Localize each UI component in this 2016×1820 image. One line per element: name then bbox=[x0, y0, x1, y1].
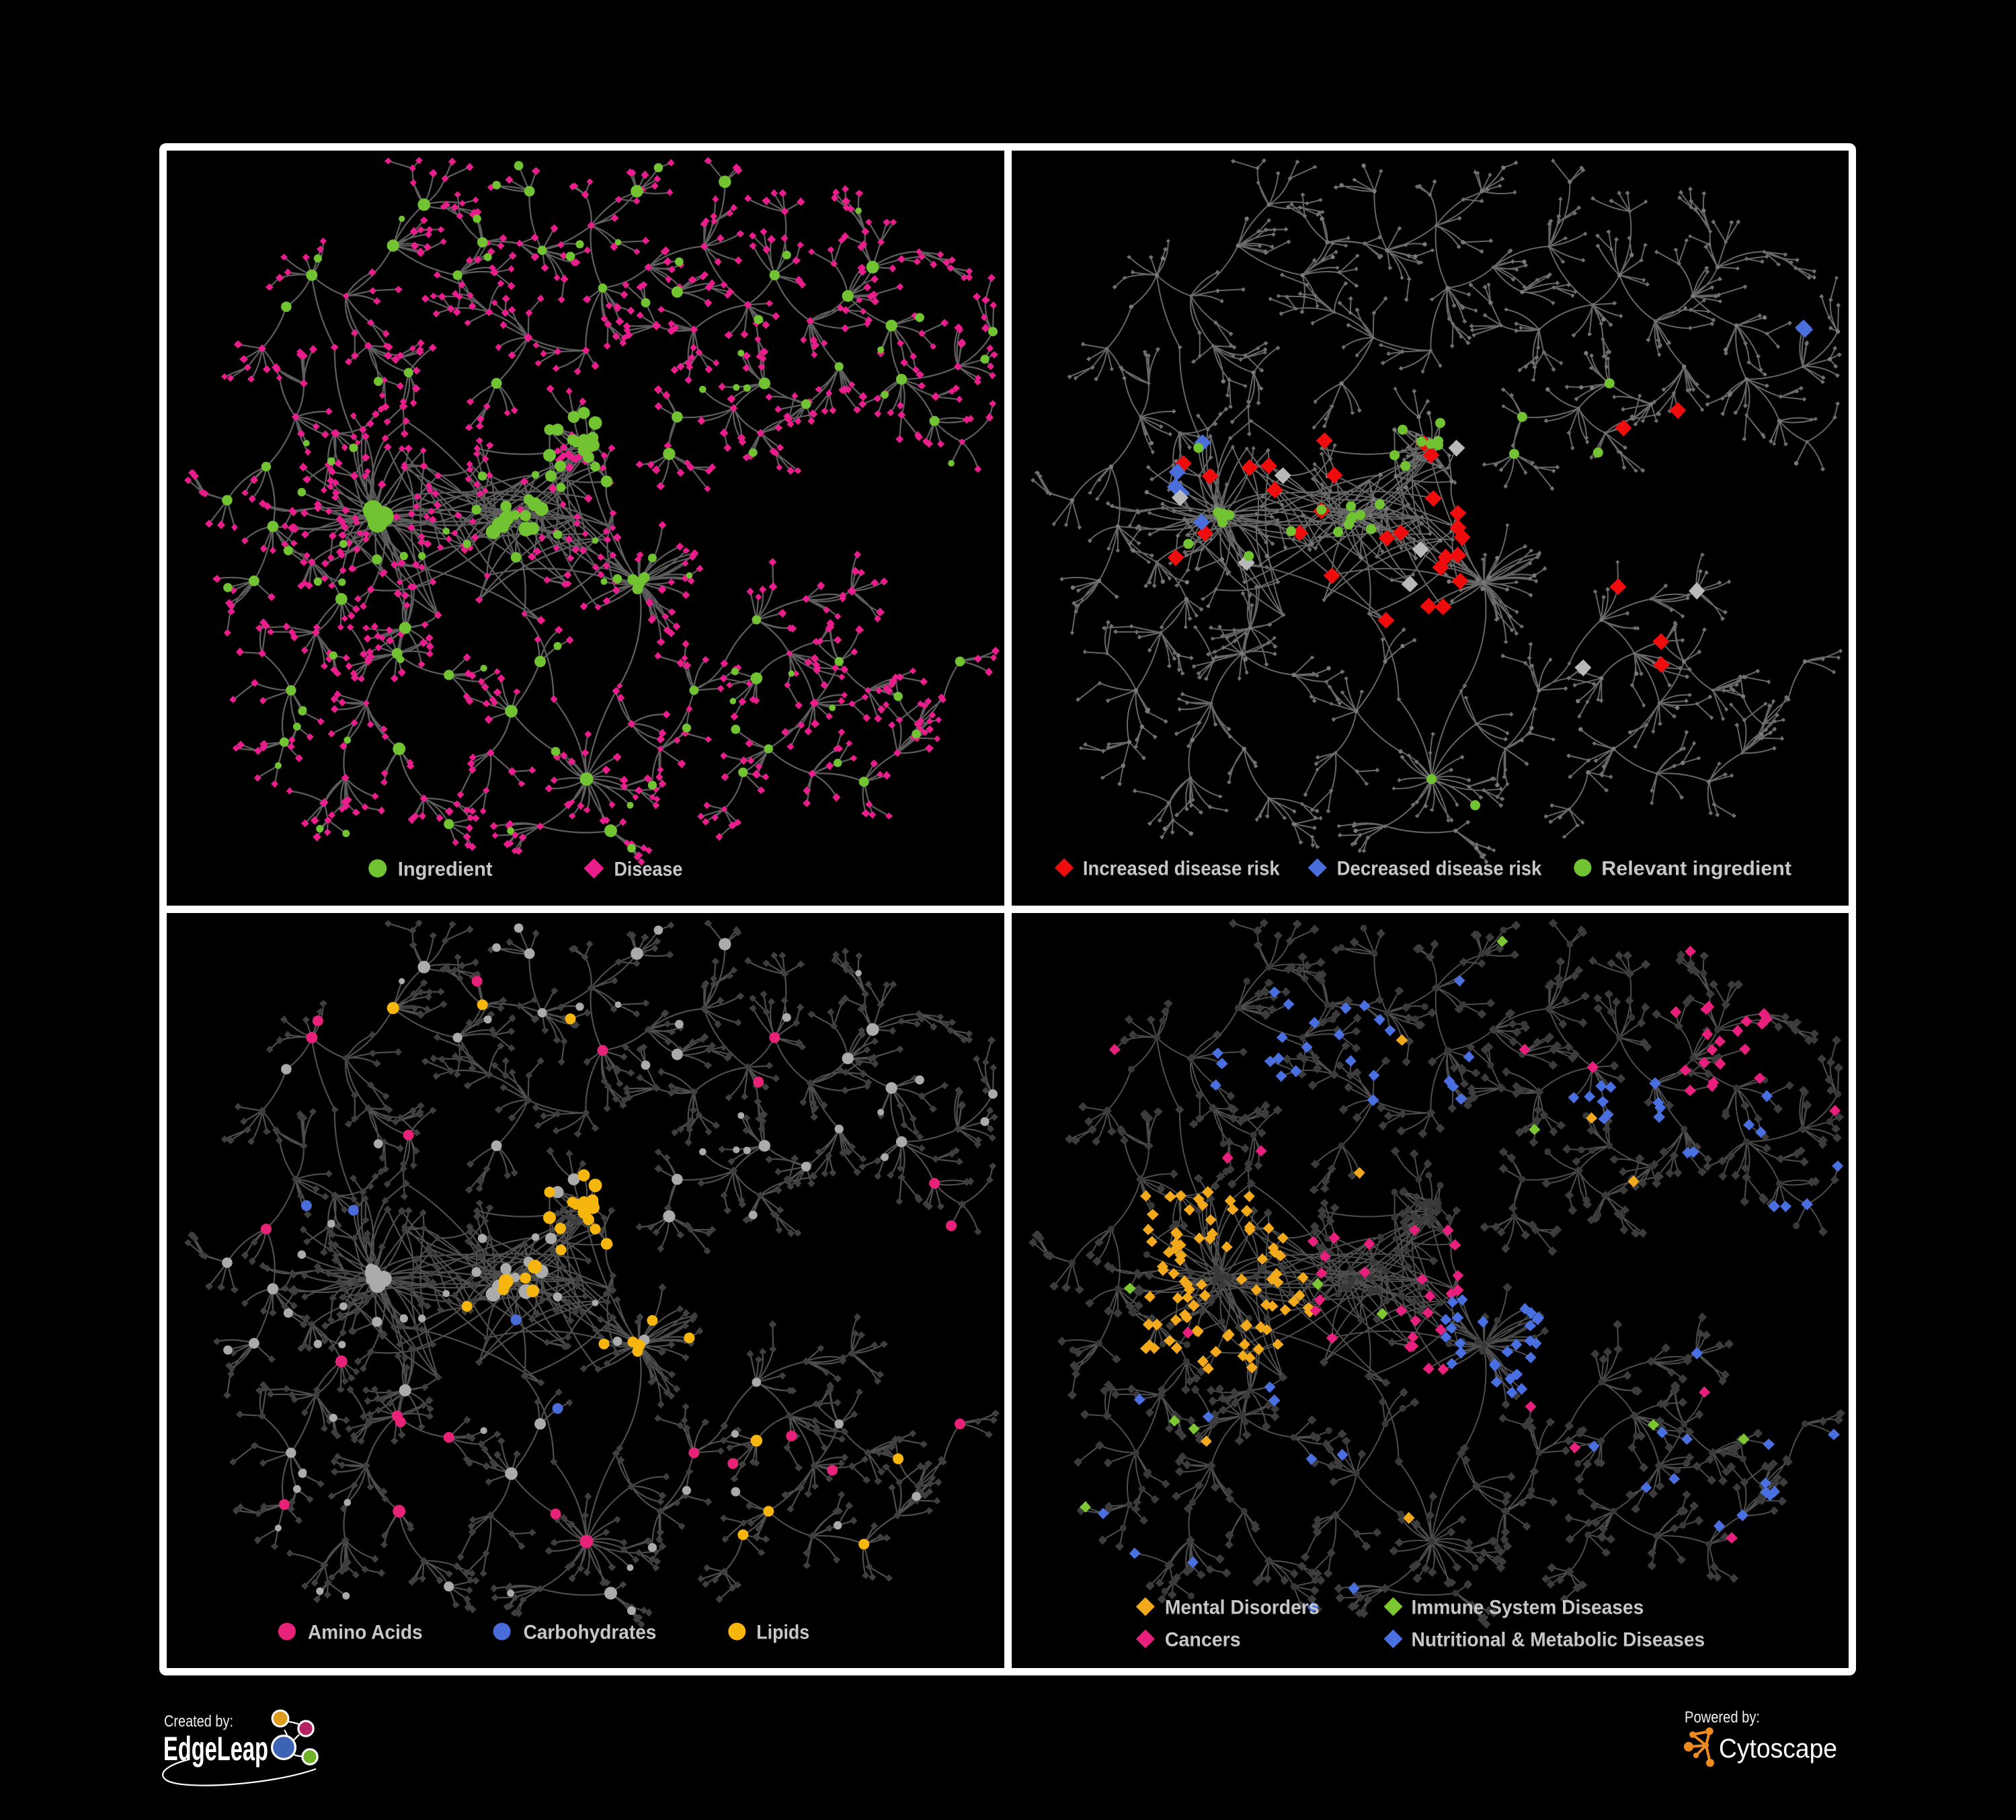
svg-text:Carbohydrates: Carbohydrates bbox=[524, 1622, 657, 1644]
svg-text:Nutritional & Metabolic Diseas: Nutritional & Metabolic Diseases bbox=[1412, 1629, 1705, 1651]
svg-text:Disease: Disease bbox=[614, 859, 682, 881]
svg-text:Mental Disorders: Mental Disorders bbox=[1165, 1597, 1320, 1619]
svg-text:Cytoscape: Cytoscape bbox=[1719, 1734, 1837, 1764]
svg-text:Ingredient: Ingredient bbox=[398, 859, 493, 881]
svg-text:Relevant ingredient: Relevant ingredient bbox=[1601, 858, 1791, 880]
svg-text:Increased disease risk: Increased disease risk bbox=[1083, 858, 1280, 880]
svg-text:Amino Acids: Amino Acids bbox=[308, 1622, 423, 1644]
svg-text:Created by:: Created by: bbox=[164, 1712, 233, 1731]
svg-text:Cancers: Cancers bbox=[1165, 1629, 1241, 1651]
svg-text:Immune System Diseases: Immune System Diseases bbox=[1412, 1597, 1644, 1619]
svg-text:Powered by:: Powered by: bbox=[1685, 1708, 1760, 1727]
svg-text:Decreased disease risk: Decreased disease risk bbox=[1337, 858, 1542, 880]
svg-text:Lipids: Lipids bbox=[756, 1622, 809, 1644]
